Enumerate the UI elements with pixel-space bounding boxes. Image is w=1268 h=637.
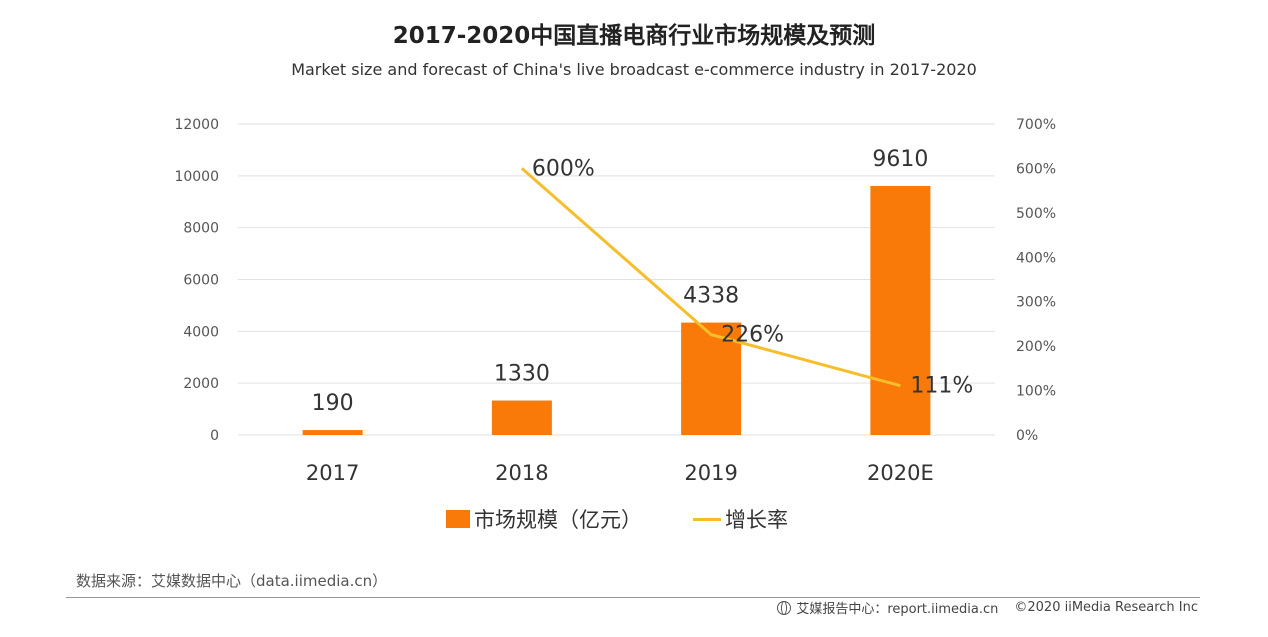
x-tick-label: 2018 xyxy=(495,461,548,485)
right-tick-label: 600% xyxy=(1016,161,1056,177)
left-tick-label: 10000 xyxy=(174,169,219,185)
bar xyxy=(870,185,931,435)
right-tick-label: 0% xyxy=(1016,428,1038,444)
left-tick-label: 0 xyxy=(210,428,219,444)
right-tick-label: 300% xyxy=(1016,295,1056,311)
chart-subtitle: Market size and forecast of China's live… xyxy=(291,60,977,79)
bar-value-label: 190 xyxy=(312,391,354,416)
growth-line-path xyxy=(520,167,901,388)
right-tick-label: 100% xyxy=(1016,384,1056,400)
left-tick-label: 8000 xyxy=(183,221,219,237)
bar-value-label: 4338 xyxy=(683,284,739,309)
right-tick-label: 700% xyxy=(1016,117,1056,133)
footer: 艾媒报告中心：report.iimedia.cn ©2020 iiMedia R… xyxy=(777,598,1198,617)
legend-line-swatch xyxy=(693,517,721,521)
footer-copyright: ©2020 iiMedia Research Inc xyxy=(1014,600,1198,615)
bar-labels: 190 1330 4338 9610 xyxy=(312,147,929,416)
right-axis-ticks: 0% 100% 200% 300% 400% 500% 600% 700% xyxy=(1016,117,1056,444)
chart-title: 2017-2020中国直播电商行业市场规模及预测 xyxy=(392,23,876,49)
bars xyxy=(302,185,931,435)
line-labels: 600% 226% 111% xyxy=(532,156,973,398)
bar-value-label: 1330 xyxy=(494,362,550,387)
left-tick-label: 2000 xyxy=(183,376,219,392)
legend-item-bar: 市场规模（亿元） xyxy=(446,504,642,534)
legend-line-label: 增长率 xyxy=(725,508,788,532)
right-tick-label: 400% xyxy=(1016,250,1056,266)
x-tick-label: 2020E xyxy=(867,461,934,485)
growth-value-label: 111% xyxy=(910,374,973,399)
growth-value-label: 600% xyxy=(532,156,595,181)
bar xyxy=(491,400,552,435)
x-tick-label: 2019 xyxy=(684,461,737,485)
right-tick-label: 200% xyxy=(1016,339,1056,355)
legend-bar-swatch xyxy=(446,510,470,528)
left-tick-label: 4000 xyxy=(183,324,219,340)
x-axis-ticks: 2017 2018 2019 2020E xyxy=(306,461,934,485)
bar xyxy=(302,430,363,435)
bar-value-label: 9610 xyxy=(872,147,928,172)
legend-bar-label: 市场规模（亿元） xyxy=(474,508,642,532)
left-tick-label: 6000 xyxy=(183,273,219,289)
growth-value-label: 226% xyxy=(721,323,784,348)
right-tick-label: 500% xyxy=(1016,206,1056,222)
left-axis-ticks: 0 2000 4000 6000 8000 10000 12000 xyxy=(174,117,219,444)
legend: 市场规模（亿元） 增长率 xyxy=(0,504,1268,534)
legend-item-line: 增长率 xyxy=(693,504,788,534)
grid-lines xyxy=(238,123,995,436)
left-tick-label: 12000 xyxy=(174,117,219,133)
growth-line xyxy=(520,167,901,388)
globe-icon xyxy=(777,600,792,615)
x-tick-label: 2017 xyxy=(306,461,359,485)
footer-site: 艾媒报告中心：report.iimedia.cn xyxy=(796,602,999,617)
source-note: 数据来源：艾媒数据中心（data.iimedia.cn） xyxy=(76,572,388,590)
footer-divider xyxy=(66,597,1200,598)
